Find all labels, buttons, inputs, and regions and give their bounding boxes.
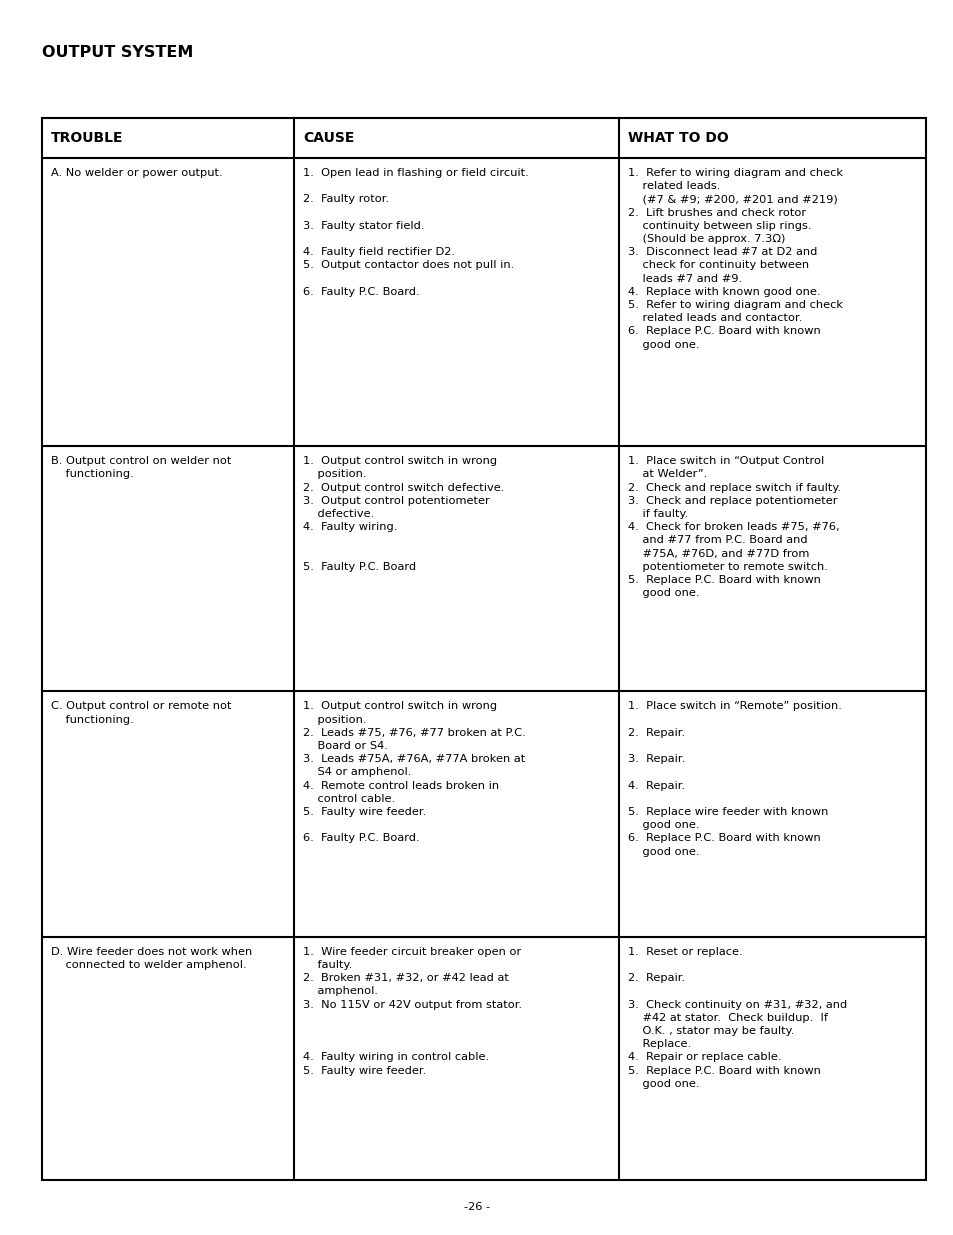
Text: OUTPUT SYSTEM: OUTPUT SYSTEM bbox=[42, 44, 193, 61]
Text: -26 -: -26 - bbox=[463, 1202, 490, 1212]
Text: 1.  Output control switch in wrong
    position.
2.  Output control switch defec: 1. Output control switch in wrong positi… bbox=[303, 456, 504, 572]
Text: 1.  Open lead in flashing or field circuit.

2.  Faulty rotor.

3.  Faulty stato: 1. Open lead in flashing or field circui… bbox=[303, 168, 528, 296]
Text: 1.  Wire feeder circuit breaker open or
    faulty.
2.  Broken #31, #32, or #42 : 1. Wire feeder circuit breaker open or f… bbox=[303, 947, 521, 1076]
Text: 1.  Refer to wiring diagram and check
    related leads.
    (#7 & #9; #200, #20: 1. Refer to wiring diagram and check rel… bbox=[628, 168, 842, 350]
Text: 1.  Place switch in “Remote” position.

2.  Repair.

3.  Repair.

4.  Repair.

5: 1. Place switch in “Remote” position. 2.… bbox=[628, 701, 841, 857]
Text: 1.  Reset or replace.

2.  Repair.

3.  Check continuity on #31, #32, and
    #4: 1. Reset or replace. 2. Repair. 3. Check… bbox=[628, 947, 846, 1089]
Text: B. Output control on welder not
    functioning.: B. Output control on welder not function… bbox=[51, 456, 232, 479]
Text: WHAT TO DO: WHAT TO DO bbox=[628, 131, 728, 144]
Text: 1.  Place switch in “Output Control
    at Welder”.
2.  Check and replace switch: 1. Place switch in “Output Control at We… bbox=[628, 456, 841, 598]
Bar bbox=[42, 119, 925, 1179]
Text: C. Output control or remote not
    functioning.: C. Output control or remote not function… bbox=[51, 701, 232, 725]
Text: A. No welder or power output.: A. No welder or power output. bbox=[51, 168, 222, 178]
Text: CAUSE: CAUSE bbox=[303, 131, 354, 144]
Text: D. Wire feeder does not work when
    connected to welder amphenol.: D. Wire feeder does not work when connec… bbox=[51, 947, 252, 969]
Text: 1.  Output control switch in wrong
    position.
2.  Leads #75, #76, #77 broken : 1. Output control switch in wrong positi… bbox=[303, 701, 525, 844]
Text: TROUBLE: TROUBLE bbox=[51, 131, 123, 144]
